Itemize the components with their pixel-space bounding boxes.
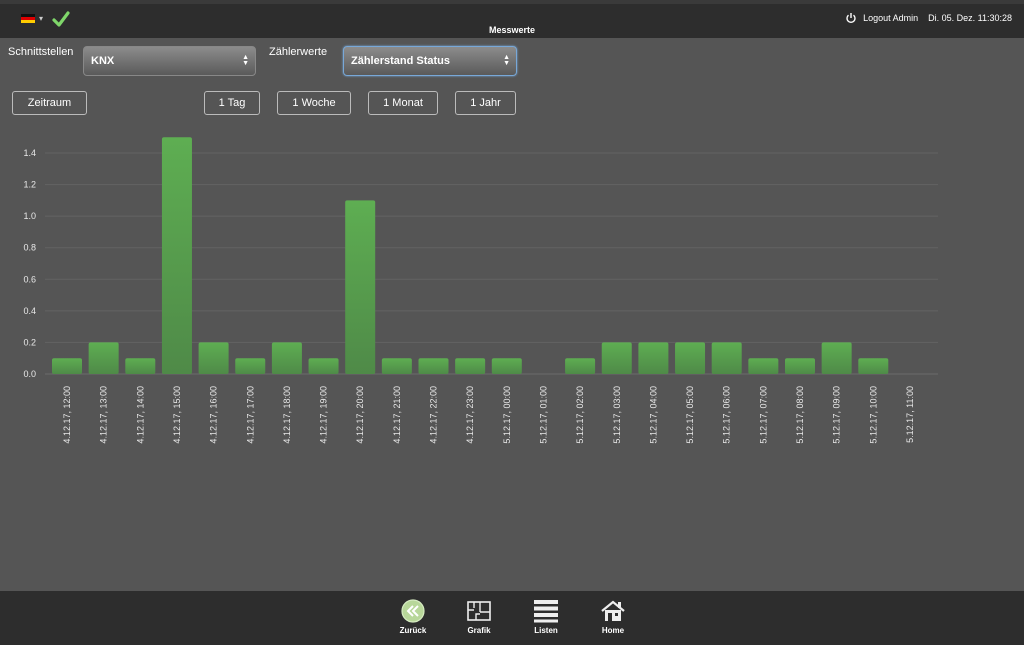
nav-listen-label: Listen: [534, 626, 558, 635]
y-tick-label: 0.0: [23, 369, 36, 379]
bar[interactable]: [565, 358, 596, 374]
header-right: Logout Admin Di. 05. Dez. 11:30:28: [845, 12, 1012, 24]
x-tick-label: 4.12.17, 14:00: [135, 386, 145, 444]
language-dropdown-icon[interactable]: ▾: [39, 14, 44, 23]
interface-select-value: KNX: [91, 55, 115, 67]
bar[interactable]: [271, 342, 302, 374]
x-tick-label: 5.12.17, 10:00: [868, 386, 878, 444]
x-tick-label: 5.12.17, 03:00: [612, 386, 622, 444]
status-ok-icon: [52, 11, 70, 27]
x-tick-label: 4.12.17, 18:00: [282, 386, 292, 444]
select-arrows-icon: ▲ ▼: [242, 54, 249, 67]
bottom-nav: Zurück Grafik Listen: [0, 591, 1024, 645]
nav-back[interactable]: Zurück: [388, 599, 438, 635]
bar[interactable]: [52, 358, 82, 374]
bar[interactable]: [711, 342, 742, 374]
x-tick-label: 4.12.17, 15:00: [172, 386, 182, 444]
bar[interactable]: [455, 358, 486, 374]
bar[interactable]: [601, 342, 632, 374]
x-tick-label: 5.12.17, 04:00: [648, 386, 658, 444]
y-tick-label: 0.2: [23, 337, 36, 347]
y-tick-label: 1.0: [23, 211, 36, 221]
x-tick-label: 4.12.17, 19:00: [319, 386, 329, 444]
home-icon: [601, 600, 625, 621]
bar[interactable]: [381, 358, 412, 374]
interface-select[interactable]: KNX ▲ ▼: [83, 46, 256, 76]
bar-chart: 0.0 0.2 0.4 0.6 0.8 1.0 1.2 1.4 4.12.17, 12:00 4…: [23, 137, 938, 444]
page-title: Messwerte: [488, 25, 536, 35]
range-month-button[interactable]: 1 Monat: [368, 91, 438, 115]
x-tick-label: 5.12.17, 07:00: [758, 386, 768, 444]
bar[interactable]: [821, 342, 852, 374]
bar[interactable]: [345, 200, 376, 374]
nav-home-label: Home: [601, 626, 625, 635]
bar[interactable]: [638, 342, 669, 374]
counter-select[interactable]: Zählerstand Status ▲ ▼: [343, 46, 517, 76]
y-tick-label: 0.8: [23, 243, 36, 253]
x-tick-label: 5.12.17, 05:00: [685, 386, 695, 444]
x-tick-label: 5.12.17, 08:00: [795, 386, 805, 444]
x-tick-label: 5.12.17, 00:00: [502, 386, 512, 444]
top-bar: ▾ Messwerte Logout Admin Di. 05. Dez. 11…: [0, 0, 1024, 38]
period-button[interactable]: Zeitraum: [12, 91, 87, 115]
x-tick-label: 5.12.17, 09:00: [832, 386, 842, 444]
x-tick-label: 4.12.17, 12:00: [62, 386, 72, 444]
back-icon: [401, 599, 425, 623]
bar[interactable]: [748, 358, 779, 374]
x-tick-label: 4.12.17, 13:00: [99, 386, 109, 444]
bar[interactable]: [491, 358, 522, 374]
x-tick-label: 4.12.17, 16:00: [209, 386, 219, 444]
range-year-button[interactable]: 1 Jahr: [455, 91, 516, 115]
x-tick-label: 4.12.17, 17:00: [245, 386, 255, 444]
x-tick-label: 5.12.17, 01:00: [538, 386, 548, 444]
floorplan-icon: [467, 601, 491, 621]
y-tick-label: 1.4: [23, 148, 36, 158]
nav-back-label: Zurück: [399, 626, 427, 635]
x-tick-label: 5.12.17, 06:00: [722, 386, 732, 444]
interface-label: Schnittstellen: [8, 46, 74, 58]
x-tick-label: 4.12.17, 20:00: [355, 386, 365, 444]
counter-label: Zählerwerte: [269, 46, 328, 58]
bar[interactable]: [125, 358, 156, 374]
y-tick-label: 0.6: [23, 274, 36, 284]
x-tick-label: 5.12.17, 11:00: [905, 386, 915, 443]
x-tick-label: 4.12.17, 23:00: [465, 386, 475, 444]
x-tick-label: 4.12.17, 22:00: [429, 386, 439, 444]
bar[interactable]: [235, 358, 266, 374]
bar[interactable]: [675, 342, 706, 374]
bar[interactable]: [418, 358, 449, 374]
range-day-button[interactable]: 1 Tag: [204, 91, 260, 115]
x-tick-label: 5.12.17, 02:00: [575, 386, 585, 444]
bar[interactable]: [308, 358, 339, 374]
x-tick-label: 4.12.17, 21:00: [392, 386, 402, 444]
power-icon[interactable]: [845, 12, 857, 24]
list-icon: [534, 600, 558, 623]
nav-grafik-label: Grafik: [467, 626, 491, 635]
logout-link[interactable]: Logout Admin: [863, 13, 919, 23]
bar[interactable]: [858, 358, 889, 374]
counter-select-value: Zählerstand Status: [351, 55, 451, 67]
select-arrows-icon: ▲ ▼: [503, 54, 510, 67]
range-week-button[interactable]: 1 Woche: [277, 91, 351, 115]
nav-listen[interactable]: Listen: [521, 599, 571, 635]
bar[interactable]: [785, 358, 815, 374]
nav-home[interactable]: Home: [588, 599, 638, 635]
german-flag-icon[interactable]: [21, 14, 35, 23]
nav-grafik[interactable]: Grafik: [454, 599, 504, 635]
datetime: Di. 05. Dez. 11:30:28: [928, 13, 1012, 23]
bar[interactable]: [161, 137, 192, 374]
bar[interactable]: [198, 342, 229, 374]
bar[interactable]: [88, 342, 119, 374]
y-tick-label: 1.2: [23, 180, 36, 190]
y-tick-label: 0.4: [23, 306, 36, 316]
